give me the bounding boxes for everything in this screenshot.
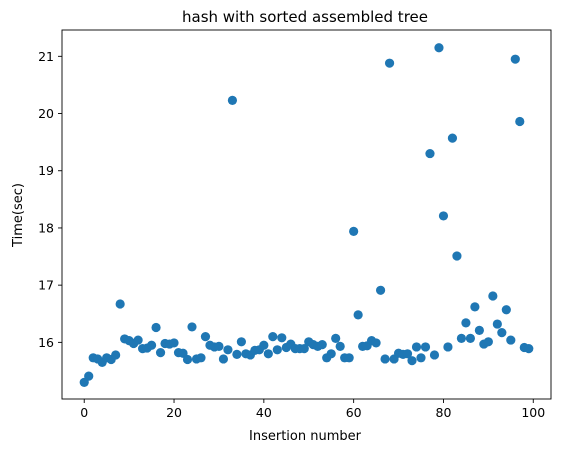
data-point	[263, 349, 273, 359]
x-tick-label: 40	[256, 405, 272, 420]
data-point	[299, 344, 309, 354]
data-point	[227, 95, 238, 105]
x-axis-label: Insertion number	[249, 429, 362, 444]
chart-title: hash with sorted assembled tree	[182, 8, 428, 26]
data-point	[420, 342, 431, 352]
data-point	[510, 54, 520, 64]
data-point	[223, 345, 233, 355]
data-point	[456, 333, 467, 343]
data-point	[465, 333, 475, 343]
data-point	[218, 354, 229, 364]
data-point	[452, 251, 462, 261]
data-points	[79, 43, 534, 388]
data-point	[438, 211, 449, 221]
x-tick-label: 80	[436, 405, 452, 420]
data-point	[196, 353, 206, 363]
plot-frame	[61, 29, 552, 400]
data-point	[214, 341, 224, 351]
y-tick-label: 19	[38, 163, 54, 178]
x-tick-label: 20	[166, 405, 182, 420]
data-point	[407, 356, 417, 366]
data-point	[371, 338, 381, 348]
data-point	[236, 337, 246, 347]
data-point	[461, 318, 471, 328]
data-point	[151, 322, 161, 333]
y-tick-label: 20	[38, 106, 54, 121]
y-tick-label: 21	[38, 49, 54, 64]
data-point	[425, 148, 435, 159]
data-point	[515, 116, 525, 127]
data-point	[416, 353, 426, 363]
data-point	[483, 337, 493, 347]
data-point	[272, 345, 282, 355]
data-point	[317, 340, 327, 350]
y-axis-label: Time(sec)	[11, 183, 26, 248]
data-point	[411, 342, 422, 352]
data-point	[375, 285, 386, 295]
x-tick-label: 100	[521, 405, 545, 420]
data-point	[402, 349, 413, 359]
data-point	[169, 338, 179, 348]
data-point	[259, 340, 269, 350]
data-point	[146, 340, 157, 350]
data-point	[155, 348, 166, 358]
data-point	[331, 333, 341, 343]
y-axis-ticks: 16 17 18 19 20 21	[38, 49, 62, 350]
data-point	[443, 342, 453, 352]
data-point	[497, 328, 507, 338]
data-point	[335, 341, 345, 351]
data-point	[353, 310, 363, 320]
data-point	[506, 335, 516, 345]
data-point	[326, 349, 336, 359]
data-point	[115, 299, 125, 309]
data-point	[182, 354, 193, 365]
data-point	[470, 302, 480, 312]
data-point	[429, 350, 440, 360]
data-point	[474, 325, 484, 335]
data-point	[447, 133, 458, 143]
data-point	[434, 43, 444, 53]
y-tick-label: 16	[38, 335, 54, 350]
x-tick-label: 60	[346, 405, 362, 420]
data-point	[133, 335, 143, 345]
y-tick-label: 17	[38, 278, 54, 293]
data-point	[384, 58, 395, 68]
data-point	[501, 305, 511, 315]
data-point	[524, 344, 534, 354]
data-point	[200, 332, 211, 342]
x-tick-label: 0	[80, 405, 88, 420]
data-point	[232, 349, 242, 359]
data-point	[488, 291, 498, 301]
data-point	[344, 353, 354, 363]
data-point	[187, 322, 197, 332]
data-point	[492, 319, 502, 329]
data-point	[349, 226, 359, 236]
data-point	[277, 333, 287, 343]
y-tick-label: 18	[38, 220, 54, 235]
data-point	[84, 371, 94, 381]
x-axis-ticks: 0 20 40 60 80 100	[80, 399, 545, 420]
data-point	[111, 350, 121, 360]
data-point	[380, 354, 390, 364]
data-point	[268, 332, 278, 342]
